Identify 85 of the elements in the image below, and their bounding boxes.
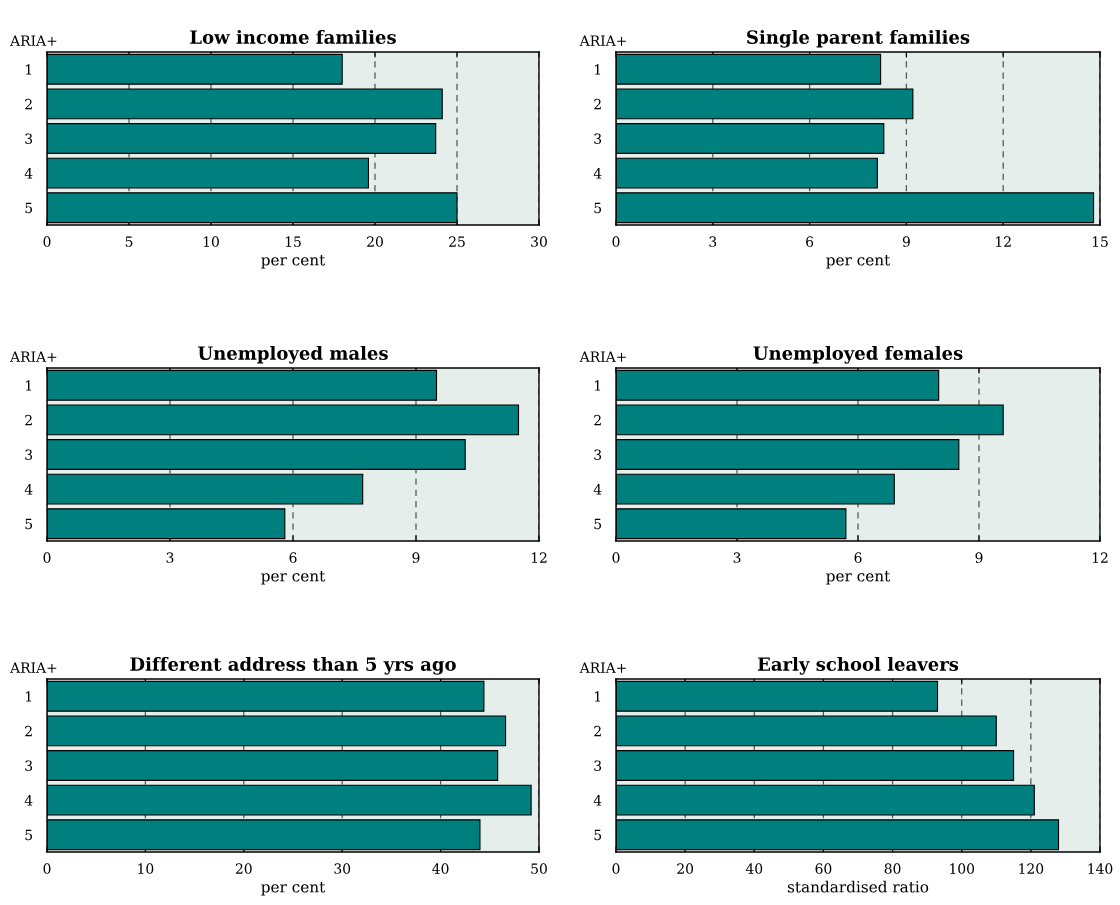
y-tick-label: 2 xyxy=(594,98,601,110)
x-tick-label: 60 xyxy=(815,863,832,874)
y-tick-label: 2 xyxy=(594,725,601,737)
chart-title: Different address than 5 yrs ago xyxy=(130,656,456,675)
x-tick-label: 15 xyxy=(1092,236,1108,247)
x-tick-label: 0 xyxy=(43,863,51,874)
x-tick-label: 20 xyxy=(367,236,383,247)
x-axis-title: per cent xyxy=(261,570,326,585)
x-tick-label: 30 xyxy=(334,863,351,874)
x-tick-label: 40 xyxy=(432,863,449,874)
x-tick-label: 9 xyxy=(975,552,983,563)
x-tick-label: 10 xyxy=(138,863,154,874)
x-tick-label: 140 xyxy=(1088,863,1113,874)
x-tick-label: 80 xyxy=(884,863,901,874)
y-tick-label: 5 xyxy=(25,829,33,841)
y-axis-title: ARIA+ xyxy=(10,35,57,46)
x-tick-label: 12 xyxy=(531,552,547,563)
x-tick-label: 10 xyxy=(203,236,219,247)
y-tick-label: 2 xyxy=(25,98,32,110)
y-tick-label: 3 xyxy=(594,133,602,144)
y-tick-label: 5 xyxy=(594,202,602,214)
x-tick-label: 9 xyxy=(412,552,420,563)
y-tick-label: 3 xyxy=(25,449,33,460)
y-tick-label: 2 xyxy=(594,414,601,426)
y-tick-label: 5 xyxy=(25,518,33,530)
chart-title: Unemployed males xyxy=(198,345,388,364)
x-tick-label: 30 xyxy=(531,236,547,247)
x-tick-label: 120 xyxy=(1019,863,1044,874)
x-tick-label: 6 xyxy=(806,236,814,247)
x-tick-label: 6 xyxy=(854,552,862,563)
y-tick-label: 1 xyxy=(594,691,601,702)
x-tick-label: 15 xyxy=(285,236,301,247)
x-tick-label: 0 xyxy=(612,552,620,563)
y-tick-label: 4 xyxy=(24,795,33,806)
y-tick-label: 1 xyxy=(25,380,32,391)
y-tick-label: 2 xyxy=(25,725,32,737)
x-tick-label: 9 xyxy=(902,236,910,247)
y-tick-label: 4 xyxy=(24,484,33,495)
y-tick-label: 3 xyxy=(594,760,602,771)
y-tick-label: 4 xyxy=(593,795,602,806)
x-tick-label: 12 xyxy=(996,236,1011,247)
x-axis-title: per cent xyxy=(261,254,326,269)
x-tick-label: 6 xyxy=(289,552,297,563)
x-tick-label: 20 xyxy=(677,863,694,874)
y-tick-label: 4 xyxy=(593,484,602,495)
x-tick-label: 20 xyxy=(235,863,252,874)
y-tick-label: 2 xyxy=(25,414,32,426)
x-tick-label: 100 xyxy=(950,863,975,874)
x-tick-label: 25 xyxy=(449,236,465,247)
y-axis-title: ARIA+ xyxy=(579,35,626,46)
x-axis-title: per cent xyxy=(261,881,326,896)
x-axis-title: standardised ratio xyxy=(787,880,929,893)
y-tick-label: 1 xyxy=(25,691,32,702)
x-tick-label: 0 xyxy=(612,863,620,874)
y-axis-title: ARIA+ xyxy=(579,662,626,673)
chart-title: Low income families xyxy=(190,29,396,44)
y-tick-label: 1 xyxy=(25,64,32,75)
x-tick-label: 0 xyxy=(612,236,620,247)
y-tick-label: 5 xyxy=(594,518,602,530)
x-tick-label: 3 xyxy=(733,552,741,563)
y-tick-label: 4 xyxy=(24,168,33,179)
x-tick-label: 12 xyxy=(1092,552,1108,563)
x-axis-title: per cent xyxy=(826,254,891,269)
y-tick-label: 3 xyxy=(25,133,33,144)
x-tick-label: 40 xyxy=(745,863,763,874)
y-tick-label: 1 xyxy=(594,64,601,75)
x-tick-label: 3 xyxy=(709,236,717,247)
chart-title: Unemployed females xyxy=(753,345,963,364)
y-tick-label: 5 xyxy=(25,202,33,214)
y-axis-title: ARIA+ xyxy=(579,351,626,362)
x-tick-label: 50 xyxy=(531,863,547,874)
x-tick-label: 5 xyxy=(125,236,133,247)
chart-title: Early school leavers xyxy=(757,656,959,675)
chart-title: Single parent families xyxy=(747,29,970,48)
x-tick-label: 0 xyxy=(43,236,51,247)
y-axis-title: ARIA+ xyxy=(10,351,57,362)
y-tick-label: 3 xyxy=(594,449,602,460)
x-tick-label: 3 xyxy=(166,552,174,563)
x-axis-title: per cent xyxy=(826,570,891,585)
y-tick-label: 3 xyxy=(25,760,33,771)
y-tick-label: 5 xyxy=(594,829,602,841)
y-tick-label: 4 xyxy=(593,168,602,179)
y-axis-title: ARIA+ xyxy=(10,662,57,673)
x-tick-label: 0 xyxy=(43,552,51,563)
y-tick-label: 1 xyxy=(594,380,601,391)
